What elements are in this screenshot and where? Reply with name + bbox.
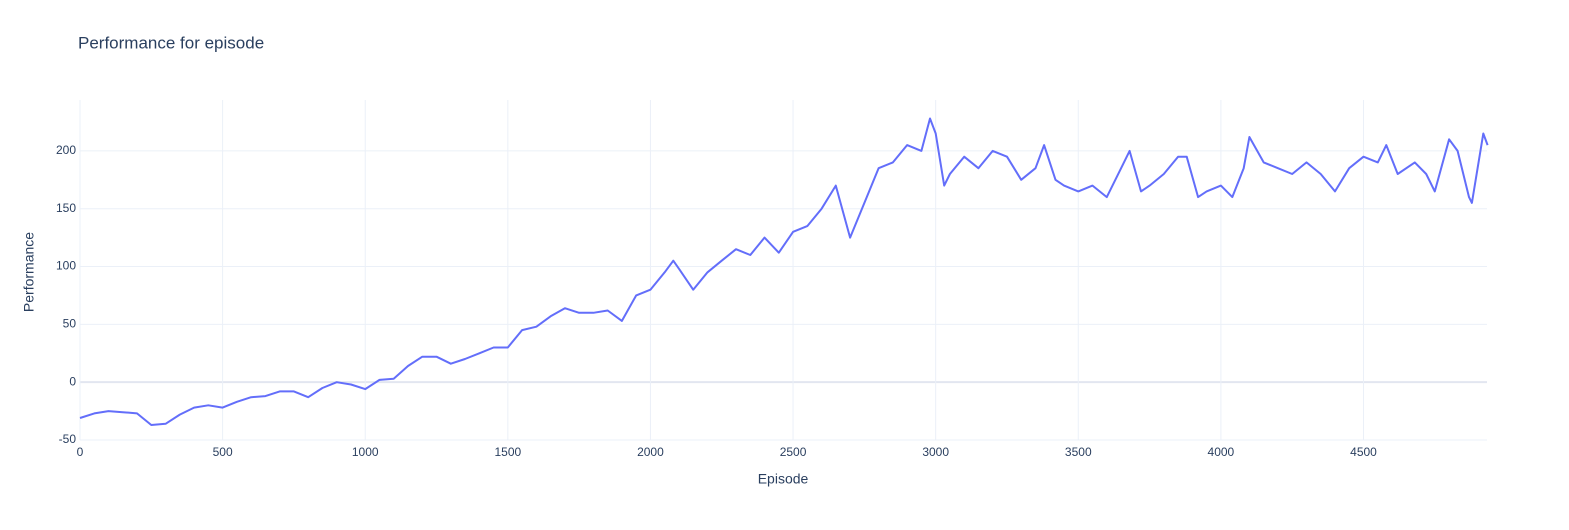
x-tick-label: 4500	[1350, 445, 1377, 459]
y-axis-title: Performance	[21, 232, 37, 312]
y-tick-label: 0	[69, 374, 76, 388]
x-tick-label: 1000	[352, 445, 379, 459]
y-tick-label: 100	[56, 259, 76, 273]
y-tick-label: 50	[63, 317, 77, 331]
x-tick-label: 3000	[922, 445, 949, 459]
chart-title: Performance for episode	[78, 33, 264, 52]
x-tick-label: 3500	[1065, 445, 1092, 459]
line	[79, 117, 1489, 426]
x-tick-label: 500	[213, 445, 233, 459]
x-tick-label: 1500	[494, 445, 521, 459]
x-tick-label: 0	[77, 445, 84, 459]
x-tick-label: 2000	[637, 445, 664, 459]
y-tick-label: 150	[56, 201, 76, 215]
y-tick-label: -50	[59, 432, 77, 446]
x-tick-label: 2500	[780, 445, 807, 459]
y-tick-label: 200	[56, 143, 76, 157]
x-axis-title: Episode	[758, 471, 809, 487]
x-tick-label: 4000	[1208, 445, 1235, 459]
